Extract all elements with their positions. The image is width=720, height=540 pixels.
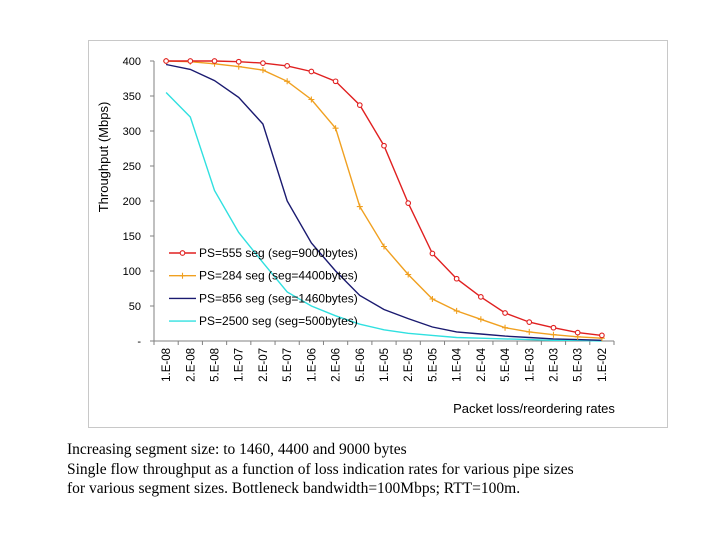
data-point-circle	[284, 63, 291, 69]
data-point-circle	[211, 58, 218, 64]
caption-line-2: Single flow throughput as a function of …	[67, 460, 574, 478]
data-point-circle	[599, 332, 605, 339]
x-tick-label: 5.E-05	[427, 348, 439, 382]
y-tick-label: -	[137, 336, 141, 348]
x-tick-label: 2.E-04	[476, 347, 488, 381]
x-tick-label: 2.E-08	[185, 348, 197, 382]
x-tick-label: 5.E-03	[573, 348, 585, 382]
legend-label: PS=555 seg (seg=9000bytes)	[199, 246, 358, 260]
y-tick-label: 150	[123, 231, 141, 243]
y-tick-label: 400	[123, 56, 141, 68]
data-point-plus	[526, 328, 533, 335]
y-tick-label: 100	[123, 266, 141, 278]
x-tick-label: 2.E-07	[258, 348, 270, 382]
data-point-circle	[453, 275, 460, 282]
x-tick-label: 5.E-08	[210, 348, 222, 382]
data-point-plus	[550, 331, 557, 338]
y-tick-label: 200	[123, 196, 141, 208]
line-chart: Throughput (Mbps) Packet loss/reordering…	[96, 56, 615, 416]
data-point-plus	[179, 272, 186, 279]
y-tick-label: 250	[123, 161, 141, 173]
x-tick-label: 1.E-07	[234, 348, 246, 382]
data-point-circle	[550, 324, 557, 331]
data-point-plus	[235, 63, 242, 70]
x-tick-labels: 1.E-08 2.E-08 5.E-08 1.E-07 2.E-07 5.E-07 1.E-…	[153, 341, 615, 382]
data-point-circle	[179, 250, 186, 256]
x-tick-label: 5.E-07	[282, 348, 294, 382]
x-tick-label: 2.E-06	[331, 348, 343, 382]
data-point-circle	[332, 78, 339, 85]
y-tick-label: 50	[129, 301, 141, 313]
chart-frame: Throughput (Mbps) Packet loss/reordering…	[88, 40, 668, 428]
x-tick-label: 1.E-02	[597, 348, 609, 382]
data-point-circle	[163, 58, 169, 64]
data-point-plus	[259, 67, 266, 74]
x-tick-label: 5.E-04	[500, 347, 512, 381]
data-point-plus	[453, 307, 460, 314]
data-point-circle	[308, 68, 315, 75]
data-point-circle	[574, 329, 581, 336]
data-point-plus	[405, 271, 412, 278]
data-point-circle	[526, 319, 533, 325]
data-point-plus	[429, 296, 436, 302]
data-point-circle	[477, 294, 484, 300]
y-axis-title-group: Throughput (Mbps)	[96, 102, 111, 213]
series-line-3	[165, 63, 602, 341]
data-point-plus	[284, 78, 291, 85]
data-point-circle	[187, 58, 194, 64]
x-tick-label: 1.E-05	[379, 348, 391, 382]
data-point-plus	[356, 203, 363, 210]
caption-line-1: Increasing segment size: to 1460, 4400 a…	[67, 441, 407, 458]
data-point-plus	[502, 324, 509, 331]
legend-label: PS=284 seg (seg=4400bytes)	[199, 269, 358, 283]
x-axis-title: Packet loss/reordering rates	[453, 401, 615, 416]
legend: PS=555 seg (seg=9000bytes) PS=284 seg (se…	[169, 246, 358, 328]
x-tick-label: 1.E-04	[452, 347, 464, 381]
legend-label: PS=2500 seg (seg=500bytes)	[199, 314, 358, 328]
x-tick-label: 5.E-06	[355, 348, 367, 382]
data-point-circle	[235, 58, 242, 65]
caption-line-3: for various segment sizes. Bottleneck ba…	[67, 480, 521, 497]
data-point-plus	[477, 316, 484, 323]
y-axis-title: Throughput (Mbps)	[96, 102, 111, 213]
series-markers	[163, 58, 605, 342]
series-line-4	[165, 92, 602, 342]
data-point-circle	[502, 310, 508, 316]
x-tick-label: 2.E-03	[548, 348, 560, 382]
y-tick-label: 300	[123, 126, 141, 138]
data-point-circle	[405, 200, 412, 206]
legend-label: PS=856 seg (seg=1460bytes)	[199, 291, 358, 305]
data-point-plus	[308, 96, 315, 103]
y-tick-label: 350	[123, 91, 141, 103]
caption: Increasing segment size: to 1460, 4400 a…	[67, 440, 707, 499]
data-point-circle	[356, 102, 363, 108]
x-tick-label: 1.E-03	[524, 348, 536, 382]
x-tick-label: 1.E-06	[306, 348, 318, 382]
data-point-circle	[260, 60, 266, 66]
data-point-plus	[381, 243, 387, 250]
data-point-circle	[429, 250, 436, 257]
x-tick-label: 1.E-08	[161, 348, 173, 382]
x-tick-label: 2.E-05	[403, 348, 415, 382]
y-tick-labels: - 50 100 150 200 250 300 350 400	[123, 56, 154, 348]
data-point-circle	[381, 142, 387, 149]
data-point-plus	[332, 125, 339, 132]
